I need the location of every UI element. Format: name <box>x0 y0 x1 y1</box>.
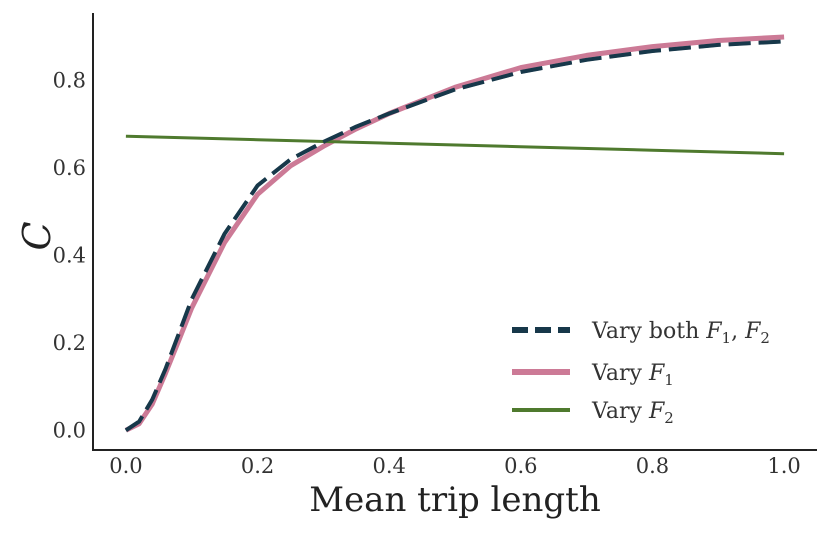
legend: Vary both F1, F2 Vary F1 Vary F2 <box>512 319 770 427</box>
x-tick-label: 0.8 <box>636 454 669 478</box>
legend-item: Vary F1 <box>512 361 674 389</box>
x-tick-label: 0.6 <box>504 454 537 478</box>
legend-label: Vary both F1, F2 <box>591 319 770 347</box>
y-tick-label: 0.2 <box>53 331 86 355</box>
y-tick-labels: 0.0 0.2 0.4 0.6 0.8 <box>53 69 86 443</box>
x-tick-label: 1.0 <box>767 454 800 478</box>
x-tick-label: 0.4 <box>372 454 405 478</box>
plot-lines <box>124 34 785 433</box>
legend-label: Vary F2 <box>591 399 674 427</box>
series-line-2 <box>125 134 785 156</box>
x-axis-label: Mean trip length <box>309 480 601 520</box>
y-tick-label: 0.8 <box>53 69 86 93</box>
x-tick-labels: 0.0 0.2 0.4 0.6 0.8 1.0 <box>109 454 801 478</box>
legend-label: Vary F1 <box>591 361 674 389</box>
axes <box>92 13 817 451</box>
y-tick-label: 0.6 <box>53 156 86 180</box>
y-tick-label: 0.4 <box>53 244 86 268</box>
legend-item: Vary F2 <box>512 399 674 427</box>
y-axis-label: C <box>15 221 59 250</box>
x-tick-label: 0.2 <box>241 454 274 478</box>
x-tick-label: 0.0 <box>109 454 142 478</box>
y-tick-label: 0.0 <box>53 418 86 442</box>
legend-item: Vary both F1, F2 <box>512 319 770 347</box>
series-line-0-overlay <box>124 39 785 432</box>
